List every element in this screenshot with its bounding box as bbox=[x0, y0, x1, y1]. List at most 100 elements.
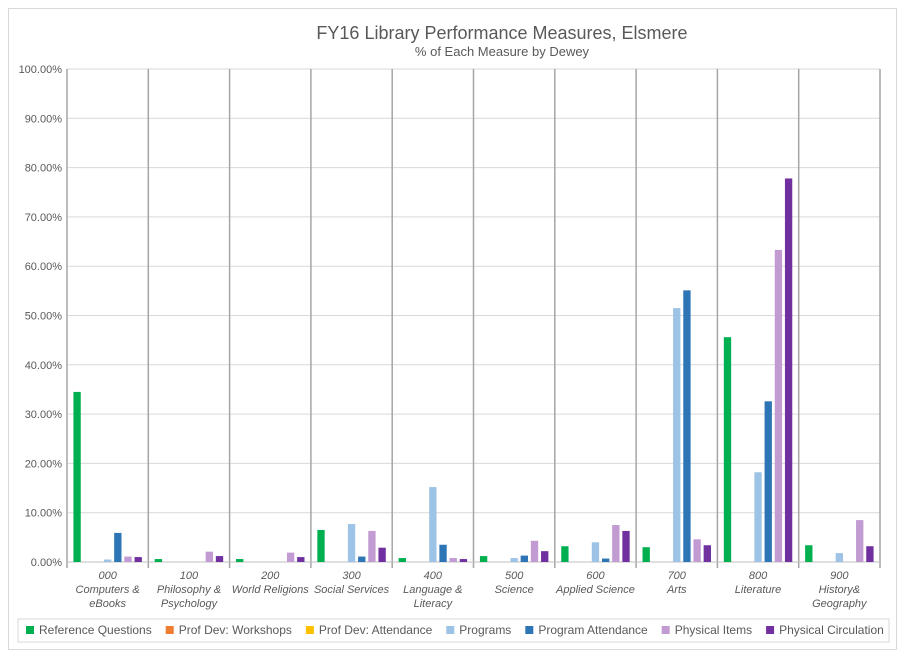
bar-900-physical-circulation bbox=[866, 546, 874, 562]
bar-100-physical-items bbox=[205, 551, 213, 562]
bar-600-physical-items bbox=[612, 525, 620, 562]
x-category-label: 000 bbox=[98, 570, 117, 582]
x-category-label: Applied Science bbox=[555, 584, 635, 596]
x-category-label: 200 bbox=[260, 570, 280, 582]
bar-900-programs bbox=[835, 553, 844, 562]
legend-label-programs: Programs bbox=[459, 623, 511, 637]
bar-700-reference-questions bbox=[642, 547, 650, 562]
grid-layer bbox=[66, 68, 881, 568]
legend: Reference Questions Prof Dev: Workshops Pr… bbox=[26, 623, 884, 637]
legend-swatch-physical-circulation bbox=[766, 626, 775, 634]
x-category-label: 400 bbox=[424, 570, 443, 582]
legend-swatch-reference-questions bbox=[26, 626, 34, 634]
bar-000-program-attendance bbox=[114, 532, 122, 562]
y-tick-label: 30.00% bbox=[25, 409, 63, 421]
y-tick-label: 70.00% bbox=[25, 212, 63, 224]
bar-500-program-attendance bbox=[520, 555, 529, 562]
bar-700-physical-circulation bbox=[703, 545, 711, 562]
bar-100-reference-questions bbox=[154, 559, 163, 562]
bar-500-programs bbox=[510, 558, 518, 562]
bar-300-physical-circulation bbox=[378, 547, 386, 562]
x-category-label: 100 bbox=[180, 570, 199, 582]
bar-400-program-attendance bbox=[439, 544, 447, 562]
bar-400-physical-items bbox=[449, 558, 457, 562]
bar-800-physical-items bbox=[774, 249, 783, 562]
x-category-label: 300 bbox=[342, 570, 361, 582]
y-tick-label: 90.00% bbox=[25, 113, 63, 125]
bar-600-reference-questions bbox=[561, 546, 569, 562]
bar-400-programs bbox=[429, 487, 437, 562]
chart-subtitle: % of Each Measure by Dewey bbox=[415, 44, 590, 59]
bar-800-reference-questions bbox=[723, 337, 732, 562]
bar-600-programs bbox=[591, 542, 600, 562]
x-category-label: Philosophy & bbox=[157, 584, 221, 596]
x-category-label: 700 bbox=[668, 570, 687, 582]
bar-000-physical-items bbox=[124, 556, 132, 562]
bar-000-programs bbox=[103, 559, 112, 562]
x-category-label: Literature bbox=[735, 584, 781, 596]
chart-svg: FY16 Library Performance Measures, Elsme… bbox=[17, 23, 890, 643]
bar-700-programs bbox=[673, 308, 681, 562]
bar-800-programs bbox=[754, 472, 762, 562]
x-category-label: History& bbox=[819, 584, 861, 596]
y-tick-label: 100.00% bbox=[19, 64, 63, 76]
legend-swatch-prof-dev-attendance bbox=[305, 626, 314, 634]
x-category-label: 800 bbox=[749, 570, 768, 582]
bar-900-physical-items bbox=[856, 520, 864, 562]
y-tick-label: 10.00% bbox=[25, 508, 63, 520]
x-category-label: Geography bbox=[812, 598, 868, 610]
x-category-label: 500 bbox=[505, 570, 524, 582]
bar-400-physical-circulation bbox=[459, 559, 468, 562]
bar-300-programs bbox=[347, 524, 356, 562]
bar-200-physical-items bbox=[286, 552, 295, 562]
bars-layer bbox=[73, 178, 874, 563]
bar-200-physical-circulation bbox=[297, 557, 305, 562]
x-category-label: 900 bbox=[830, 570, 849, 582]
bar-400-reference-questions bbox=[398, 558, 406, 562]
x-category-label: Science bbox=[495, 584, 534, 596]
legend-swatch-programs bbox=[446, 626, 455, 634]
bar-800-physical-circulation bbox=[784, 178, 793, 563]
bar-800-program-attendance bbox=[764, 401, 772, 562]
bar-600-physical-circulation bbox=[622, 530, 630, 562]
bar-900-reference-questions bbox=[805, 545, 813, 562]
labels-layer: 0.00% 10.00% 20.00% 30.00% 40.00% 50.00% 60.00… bbox=[19, 64, 868, 610]
x-category-label: Psychology bbox=[161, 598, 219, 610]
bar-000-reference-questions bbox=[73, 391, 81, 562]
bar-700-physical-items bbox=[693, 539, 701, 562]
x-category-label: World Religions bbox=[232, 584, 310, 596]
chart-frame: FY16 Library Performance Measures, Elsme… bbox=[8, 8, 897, 650]
bar-200-reference-questions bbox=[236, 559, 244, 562]
legend-swatch-prof-dev-workshops bbox=[165, 626, 174, 634]
legend-label-physical-circulation: Physical Circulation bbox=[779, 623, 884, 637]
chart-title: FY16 Library Performance Measures, Elsme… bbox=[316, 23, 687, 43]
y-tick-label: 20.00% bbox=[25, 458, 63, 470]
x-category-label: Social Services bbox=[314, 584, 390, 596]
x-category-label: Language & bbox=[403, 584, 462, 596]
legend-label-prof-dev-workshops: Prof Dev: Workshops bbox=[179, 623, 292, 637]
bar-000-physical-circulation bbox=[134, 557, 142, 562]
legend-label-physical-items: Physical Items bbox=[675, 623, 752, 637]
x-category-label: Arts bbox=[666, 584, 687, 596]
y-tick-label: 50.00% bbox=[25, 311, 63, 323]
legend-label-program-attendance: Program Attendance bbox=[538, 623, 648, 637]
bar-300-program-attendance bbox=[358, 556, 366, 562]
x-category-label: Literacy bbox=[414, 598, 454, 610]
legend-label-reference-questions: Reference Questions bbox=[39, 623, 152, 637]
bar-300-reference-questions bbox=[317, 529, 325, 562]
bar-600-program-attendance bbox=[601, 558, 610, 562]
legend-swatch-physical-items bbox=[661, 626, 670, 634]
bar-700-program-attendance bbox=[683, 290, 691, 562]
y-tick-label: 0.00% bbox=[31, 557, 62, 569]
legend-label-prof-dev-attendance: Prof Dev: Attendance bbox=[319, 623, 433, 637]
bar-100-physical-circulation bbox=[215, 556, 224, 562]
bar-500-reference-questions bbox=[479, 556, 488, 562]
x-category-label: eBooks bbox=[89, 598, 126, 610]
bar-500-physical-circulation bbox=[541, 551, 549, 562]
legend-swatch-program-attendance bbox=[525, 626, 534, 634]
x-category-label: 600 bbox=[586, 570, 605, 582]
bar-300-physical-items bbox=[368, 530, 376, 562]
y-tick-label: 40.00% bbox=[25, 360, 63, 372]
x-category-label: Computers & bbox=[76, 584, 140, 596]
y-tick-label: 80.00% bbox=[25, 163, 63, 175]
